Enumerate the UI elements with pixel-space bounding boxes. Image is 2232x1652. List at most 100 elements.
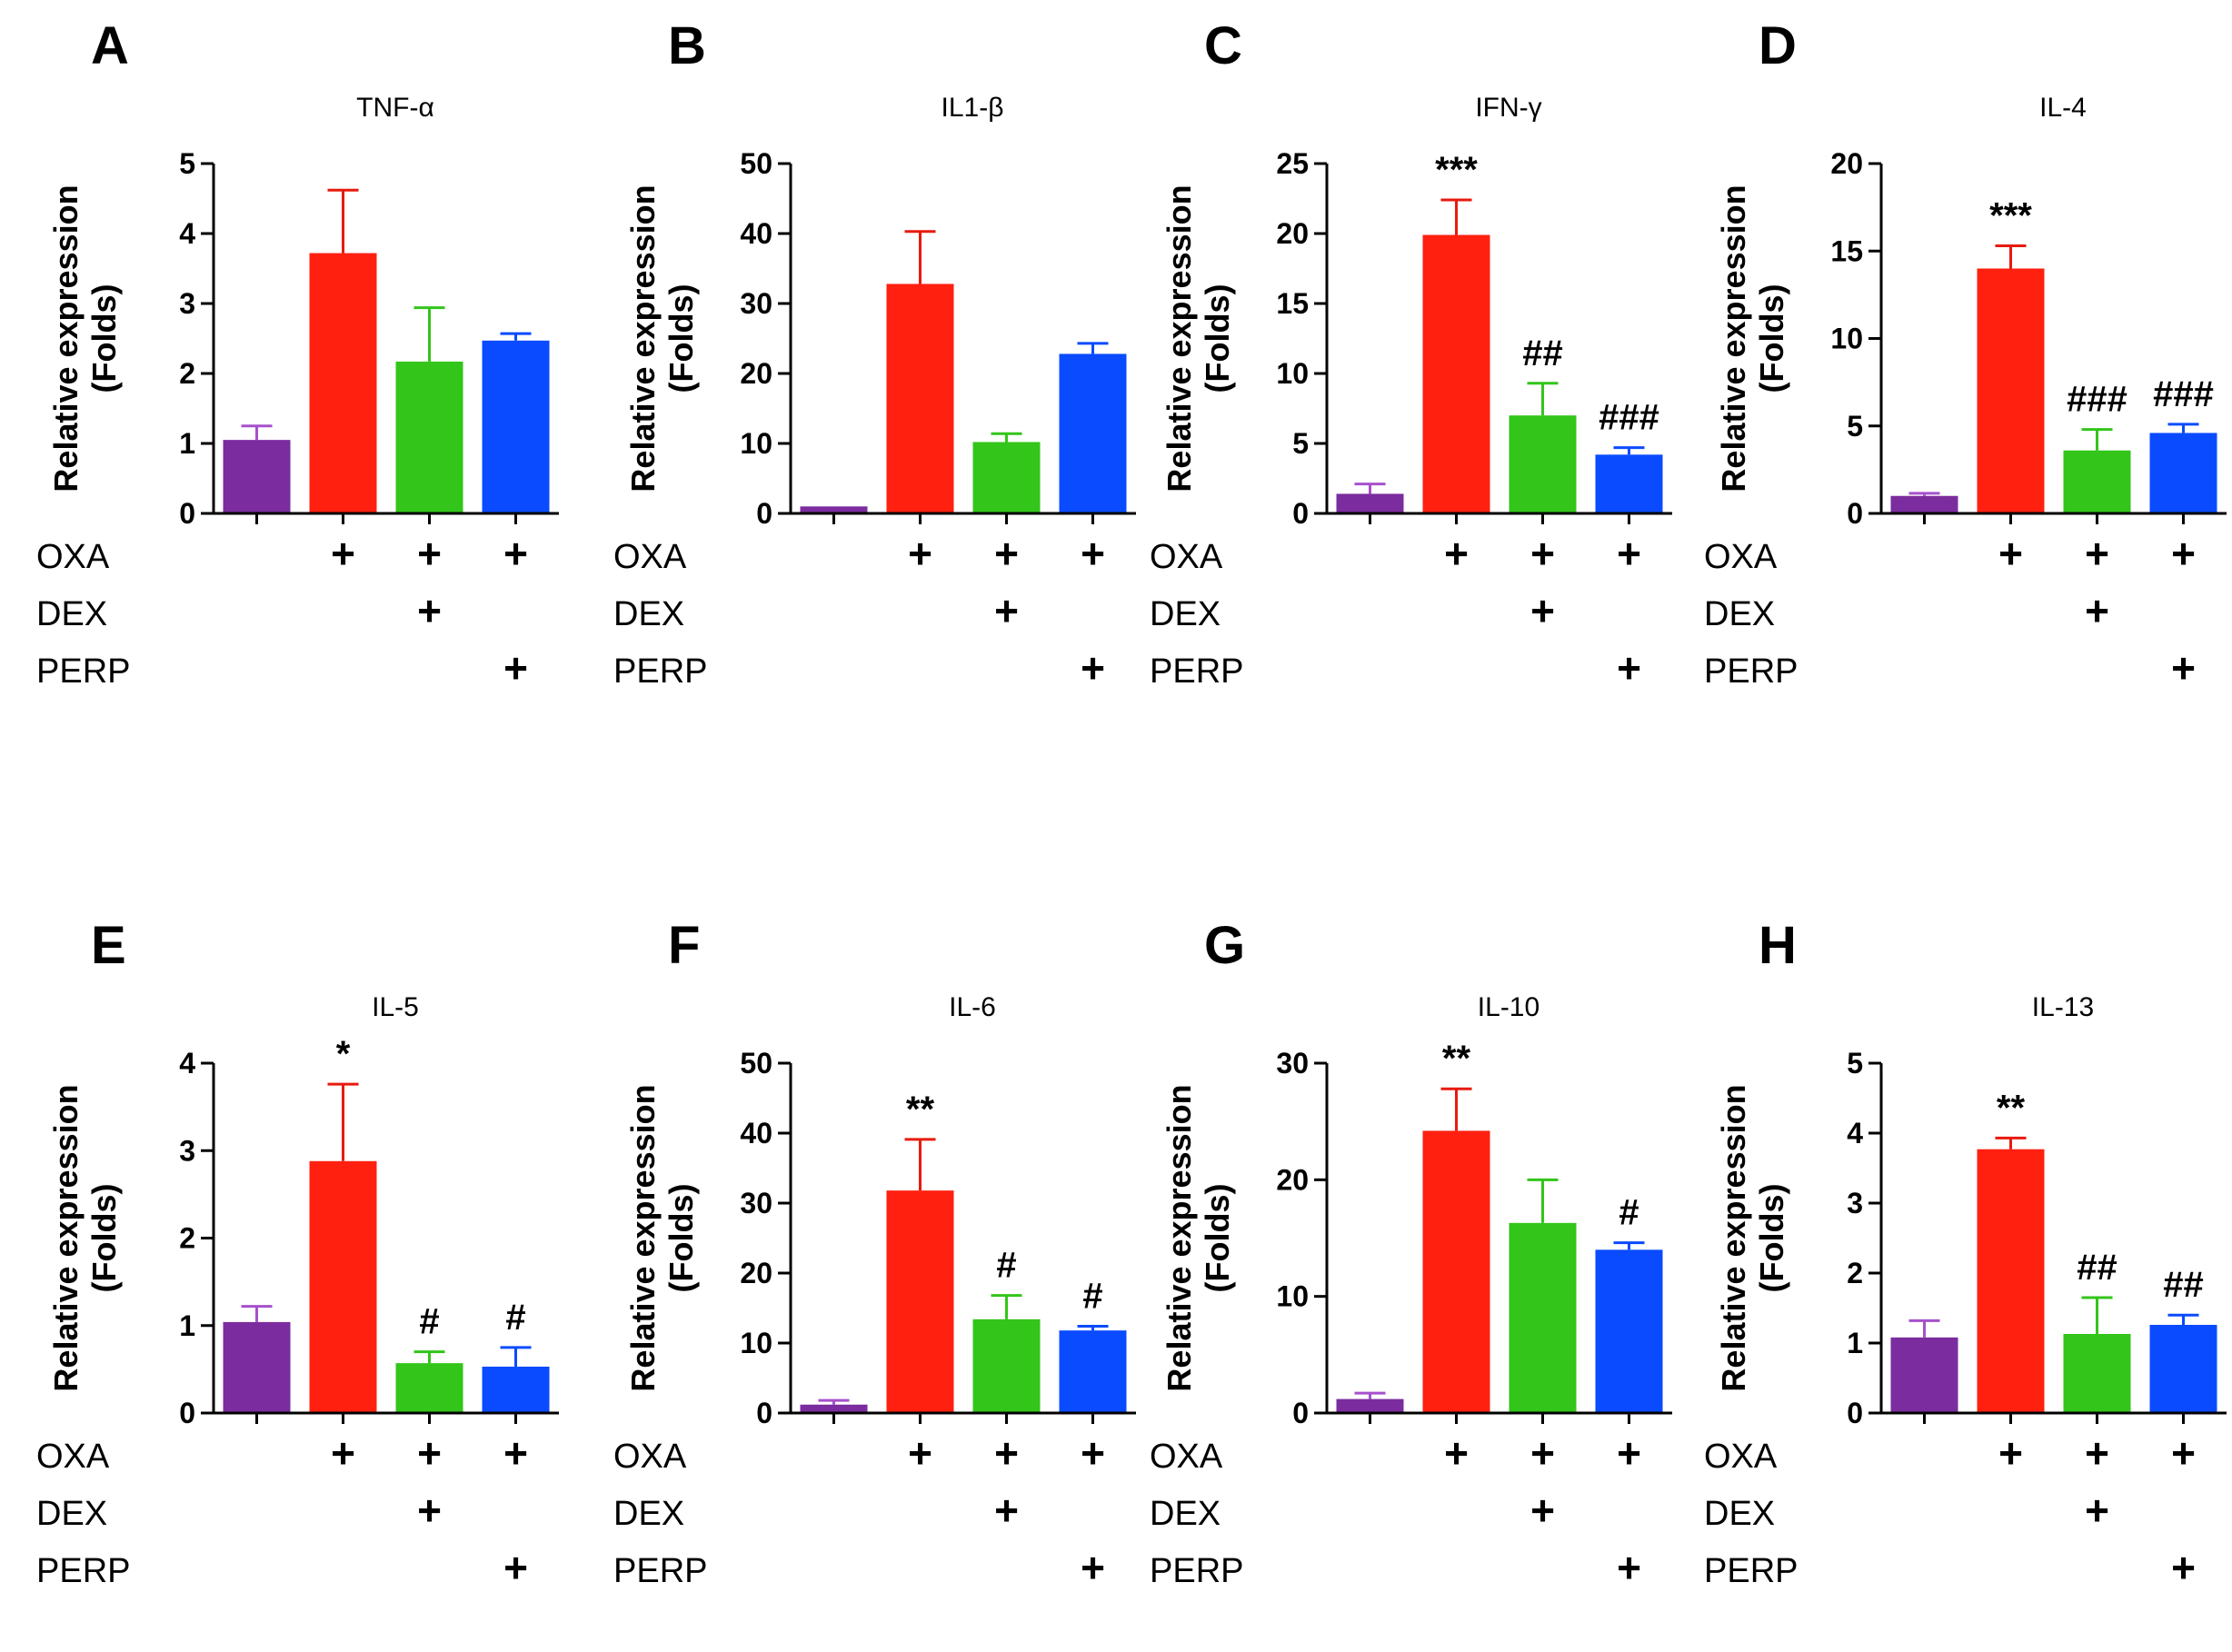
y-tick-label: 10 (1276, 1280, 1309, 1313)
significance-marker: ### (1599, 398, 1659, 438)
condition-row-label: OXA (36, 538, 110, 576)
y-axis-label-line-1: Relative expression (47, 1084, 85, 1391)
condition-row-label: DEX (1150, 595, 1221, 633)
chart-title: IFN-γ (1475, 93, 1541, 123)
y-tick-label: 0 (1292, 497, 1309, 530)
panel-letter: F (668, 916, 700, 975)
plus-marker: + (2085, 1429, 2109, 1477)
plus-marker: + (1617, 644, 1641, 692)
y-tick-label: 15 (1830, 234, 1863, 267)
y-axis-label: Relative expression (Folds) (1161, 184, 1236, 492)
panel-letter: B (668, 16, 706, 75)
plus-marker: + (1530, 1429, 1555, 1477)
y-tick-label: 5 (179, 147, 195, 180)
y-axis-label-line-2: (Folds) (1753, 284, 1790, 393)
plus-marker: + (1998, 1429, 2023, 1477)
y-tick-label: 30 (740, 287, 772, 320)
chart-title: IL-13 (2032, 992, 2094, 1022)
y-tick-label: 0 (179, 1397, 195, 1429)
plus-marker: + (2085, 587, 2109, 634)
plus-marker: + (1617, 530, 1641, 577)
y-tick-label: 5 (1292, 427, 1309, 460)
y-axis-label-line-1: Relative expression (1161, 1084, 1198, 1391)
y-tick-label: 4 (179, 217, 195, 250)
y-axis-label-line-1: Relative expression (1161, 184, 1198, 492)
y-tick-label: 4 (1847, 1117, 1863, 1149)
significance-marker: ### (2067, 380, 2127, 420)
y-tick-label: 3 (1847, 1187, 1863, 1219)
plus-marker: + (417, 1429, 442, 1477)
bar (395, 1363, 463, 1413)
plus-marker: + (2085, 1487, 2109, 1534)
condition-row-label: PERP (1704, 1552, 1798, 1590)
bar (1977, 268, 2045, 513)
panel-letter: E (91, 916, 126, 975)
plus-marker: + (1444, 530, 1469, 577)
significance-marker: * (336, 1034, 351, 1074)
plus-marker: + (1081, 530, 1105, 577)
y-axis-label-line-1: Relative expression (624, 1084, 662, 1391)
plus-marker: + (503, 530, 528, 577)
condition-row-label: PERP (613, 652, 707, 691)
y-axis-label-line-1: Relative expression (1715, 184, 1752, 492)
bar (309, 253, 377, 513)
bar (2063, 450, 2131, 513)
condition-row-label: OXA (1704, 1438, 1778, 1476)
y-tick-label: 20 (1276, 217, 1309, 250)
y-tick-label: 0 (1847, 497, 1863, 530)
y-tick-label: 4 (179, 1047, 195, 1080)
plus-marker: + (1444, 1429, 1469, 1477)
bar (1509, 1222, 1577, 1413)
y-axis-label: Relative expression (Folds) (47, 1084, 123, 1391)
y-axis-label-line-1: Relative expression (624, 184, 662, 492)
y-tick-label: 2 (1847, 1257, 1863, 1289)
plus-marker: + (1081, 1429, 1105, 1477)
bar (1336, 1398, 1404, 1413)
panel-h: H IL-13 Relative expression (Folds) ** ## ## 0 1… (1704, 916, 2227, 1591)
bar (1890, 495, 1958, 513)
plus-marker: + (2171, 530, 2196, 577)
plus-marker: + (994, 1487, 1019, 1534)
chart-title: IL-6 (949, 992, 996, 1022)
y-axis-label-line-2: (Folds) (1199, 284, 1236, 393)
condition-row-label: OXA (1150, 1438, 1223, 1476)
significance-marker: ## (1522, 333, 1563, 373)
bar (972, 1319, 1041, 1413)
plus-marker: + (1617, 1429, 1641, 1477)
y-tick-label: 15 (1276, 287, 1309, 320)
plus-marker: + (417, 587, 442, 634)
bar (482, 1366, 550, 1413)
panel-letter: H (1759, 916, 1797, 975)
condition-row-label: PERP (613, 1552, 707, 1590)
chart-title: IL-10 (1478, 992, 1539, 1022)
bar (800, 1404, 868, 1413)
condition-row-label: OXA (1150, 538, 1223, 576)
significance-marker: # (1082, 1277, 1102, 1317)
condition-row-label: OXA (36, 1438, 110, 1476)
condition-row-label: PERP (1704, 652, 1798, 691)
condition-row-label: PERP (36, 1552, 130, 1590)
significance-marker: *** (1435, 150, 1478, 190)
y-axis-label-line-2: (Folds) (1753, 1184, 1790, 1293)
chart-title: IL1-β (942, 93, 1004, 123)
panel-g: G IL-10 Relative expression (Folds) ** #0 10 20… (1150, 916, 1672, 1591)
bar (223, 1321, 291, 1413)
plus-marker: + (1530, 530, 1555, 577)
chart-title: IL-4 (2039, 93, 2087, 123)
plus-marker: + (503, 644, 528, 692)
y-tick-label: 50 (740, 1047, 772, 1080)
bar (2063, 1333, 2131, 1413)
y-axis-label: Relative expression (Folds) (47, 184, 123, 492)
plus-marker: + (994, 530, 1019, 577)
y-tick-label: 0 (756, 497, 772, 530)
bar (1890, 1337, 1958, 1413)
bar (1977, 1149, 2045, 1413)
plus-marker: + (994, 587, 1019, 634)
plus-marker: + (503, 1544, 528, 1591)
y-tick-label: 10 (1830, 323, 1863, 355)
plus-marker: + (503, 1429, 528, 1477)
y-axis-label: Relative expression (Folds) (624, 184, 700, 492)
plus-marker: + (1081, 1544, 1105, 1591)
significance-marker: # (505, 1298, 525, 1338)
